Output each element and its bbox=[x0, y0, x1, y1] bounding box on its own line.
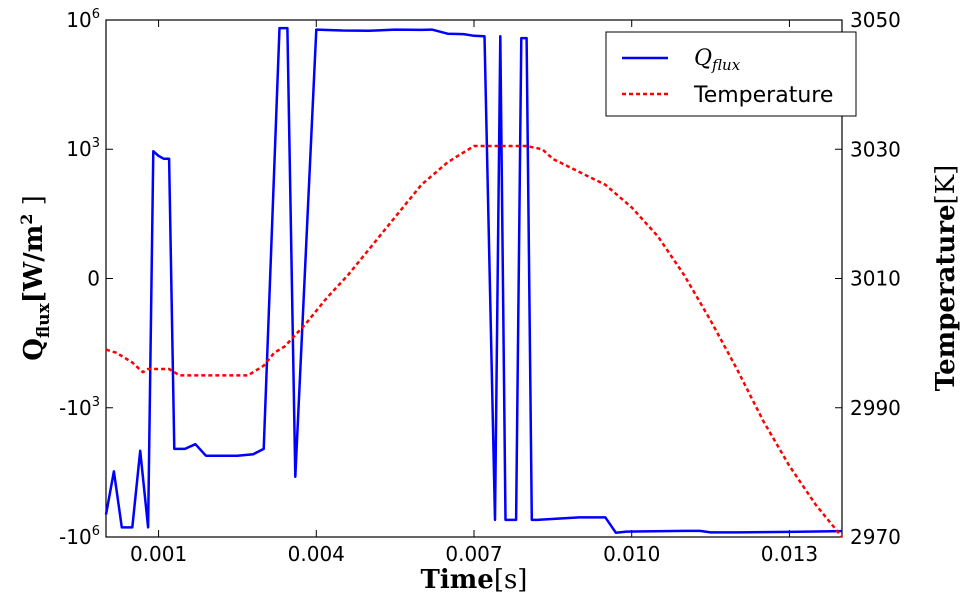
y-right-tick-label: 2970 bbox=[850, 525, 901, 549]
x-tick-label: 0.004 bbox=[288, 542, 345, 566]
y-left-title-unit: [W/m bbox=[19, 225, 49, 304]
tick-base: 10 bbox=[66, 137, 91, 161]
tick-base: 0 bbox=[87, 267, 100, 291]
x-axis-title: Time[s] bbox=[421, 565, 528, 595]
y-right-tick-label: 2990 bbox=[850, 396, 901, 420]
legend-label-qflux: Qflux bbox=[694, 46, 741, 74]
y-right-title-main: Temperature bbox=[931, 204, 961, 391]
y-left-tick-label: 106 bbox=[66, 7, 100, 32]
tick-base: -10 bbox=[59, 525, 92, 549]
tick-exponent: 3 bbox=[92, 395, 100, 410]
y-right-axis-title: Temperature[K] bbox=[931, 165, 961, 392]
x-tick-label: 0.001 bbox=[130, 542, 187, 566]
legend-qflux-main: Q bbox=[694, 46, 712, 71]
y-right-tick-labels: 3050 3030 3010 2990 2970 bbox=[850, 8, 901, 549]
y-left-title-unit-end: ] bbox=[19, 195, 49, 213]
x-tick-labels: 0.001 0.004 0.007 0.010 0.013 bbox=[130, 542, 818, 566]
y-left-axis-title: Qflux[W/m2 ] bbox=[17, 195, 54, 361]
y-left-tick-label: -106 bbox=[59, 524, 100, 549]
y-right-tick-label: 3030 bbox=[850, 137, 901, 161]
x-axis-title-unit: [s] bbox=[494, 565, 528, 595]
tick-exponent: 6 bbox=[92, 7, 100, 22]
tick-exponent: 6 bbox=[92, 524, 100, 539]
y-left-title-sup: 2 bbox=[17, 214, 36, 225]
y-right-tick-label: 3050 bbox=[850, 8, 901, 32]
series-line-temperature bbox=[105, 144, 843, 538]
legend: Qflux Temperature bbox=[605, 31, 857, 117]
x-tick-label: 0.010 bbox=[603, 542, 660, 566]
y-right-title-unit: [K] bbox=[931, 165, 961, 205]
series-line-qflux bbox=[104, 26, 843, 535]
y-left-title-main: Q bbox=[19, 338, 49, 361]
tick-base: 10 bbox=[66, 8, 91, 32]
legend-qflux-sub: flux bbox=[711, 56, 741, 74]
y-left-tick-label: 103 bbox=[66, 136, 100, 161]
legend-label-temperature: Temperature bbox=[693, 83, 833, 108]
tick-base: -10 bbox=[59, 396, 92, 420]
tick-exponent: 3 bbox=[92, 136, 100, 151]
series-lines bbox=[104, 26, 843, 538]
x-tick-label: 0.007 bbox=[445, 542, 502, 566]
y-left-tick-label: -103 bbox=[59, 395, 100, 420]
y-left-title-sub: flux bbox=[34, 302, 54, 338]
y-left-tick-labels: 106 103 0 -103 -106 bbox=[59, 7, 100, 549]
y-right-tick-label: 3010 bbox=[850, 267, 901, 291]
x-axis-title-main: Time bbox=[421, 565, 494, 595]
y-left-tick-label: 0 bbox=[87, 267, 100, 291]
x-tick-label: 0.013 bbox=[761, 542, 818, 566]
legend-box bbox=[605, 31, 857, 117]
